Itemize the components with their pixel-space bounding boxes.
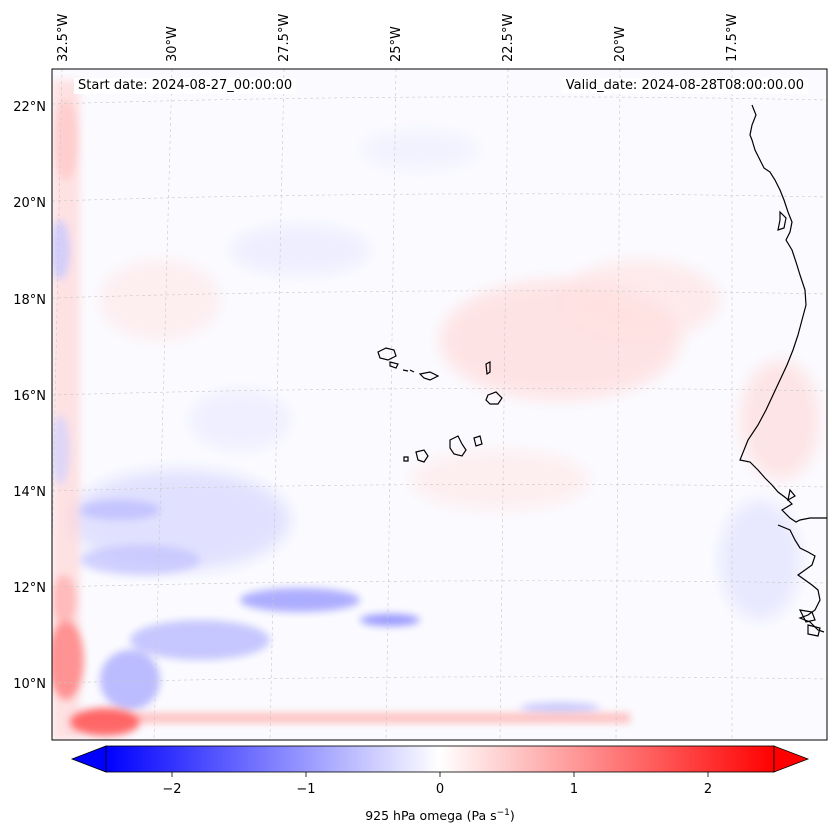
colorbar-max-extend: [773, 745, 810, 773]
lon-label: 30°W: [165, 26, 180, 62]
valid-date-label: Valid_date: 2024-08-28T08:00:00.00: [561, 78, 808, 94]
start-date-label: Start date: 2024-08-27_00:00:00: [74, 78, 297, 94]
lon-label: 27.5°W: [277, 14, 292, 62]
colorbar-tick-label: 2: [704, 782, 712, 797]
lon-label: 25°W: [389, 26, 404, 62]
lat-label: 20°N: [13, 196, 46, 211]
lat-label: 14°N: [13, 485, 46, 500]
lat-label: 12°N: [13, 581, 46, 596]
colorbar-tick-label: 1: [570, 782, 578, 797]
lat-label: 22°N: [13, 100, 46, 115]
lat-label: 18°N: [13, 293, 46, 308]
colorbar-tick-label: −1: [296, 782, 315, 797]
omega-field: [52, 69, 827, 740]
cape-verde-islands: [377, 347, 503, 463]
latitude-labels: 22°N 20°N 18°N 16°N 14°N 12°N 10°N: [13, 100, 46, 692]
lon-label: 20°W: [613, 26, 628, 62]
colorbar-tick-label: −2: [162, 782, 181, 797]
lon-label: 22.5°W: [501, 14, 516, 62]
graticule: [52, 69, 827, 740]
colorbar-label-prefix: 925 hPa omega (Pa s: [365, 808, 497, 824]
map-frame: [51, 68, 828, 741]
colorbar-bar: [105, 745, 775, 773]
lat-label: 16°N: [13, 389, 46, 404]
lon-label: 17.5°W: [725, 14, 740, 62]
colorbar-tick-label: 0: [436, 782, 444, 797]
colorbar: −2 −1 0 1 2: [70, 745, 810, 797]
colorbar-label-suffix: ): [509, 808, 515, 824]
colorbar-min-extend: [70, 745, 107, 773]
longitude-labels: 32.5°W 30°W 27.5°W 25°W 22.5°W 20°W 17.5…: [56, 14, 740, 62]
coastline: [739, 104, 827, 637]
lon-label: 32.5°W: [56, 14, 71, 62]
colorbar-label: 925 hPa omega (Pa s−1): [0, 808, 837, 823]
colorbar-label-exponent: −1: [496, 808, 510, 818]
lat-label: 10°N: [13, 677, 46, 692]
